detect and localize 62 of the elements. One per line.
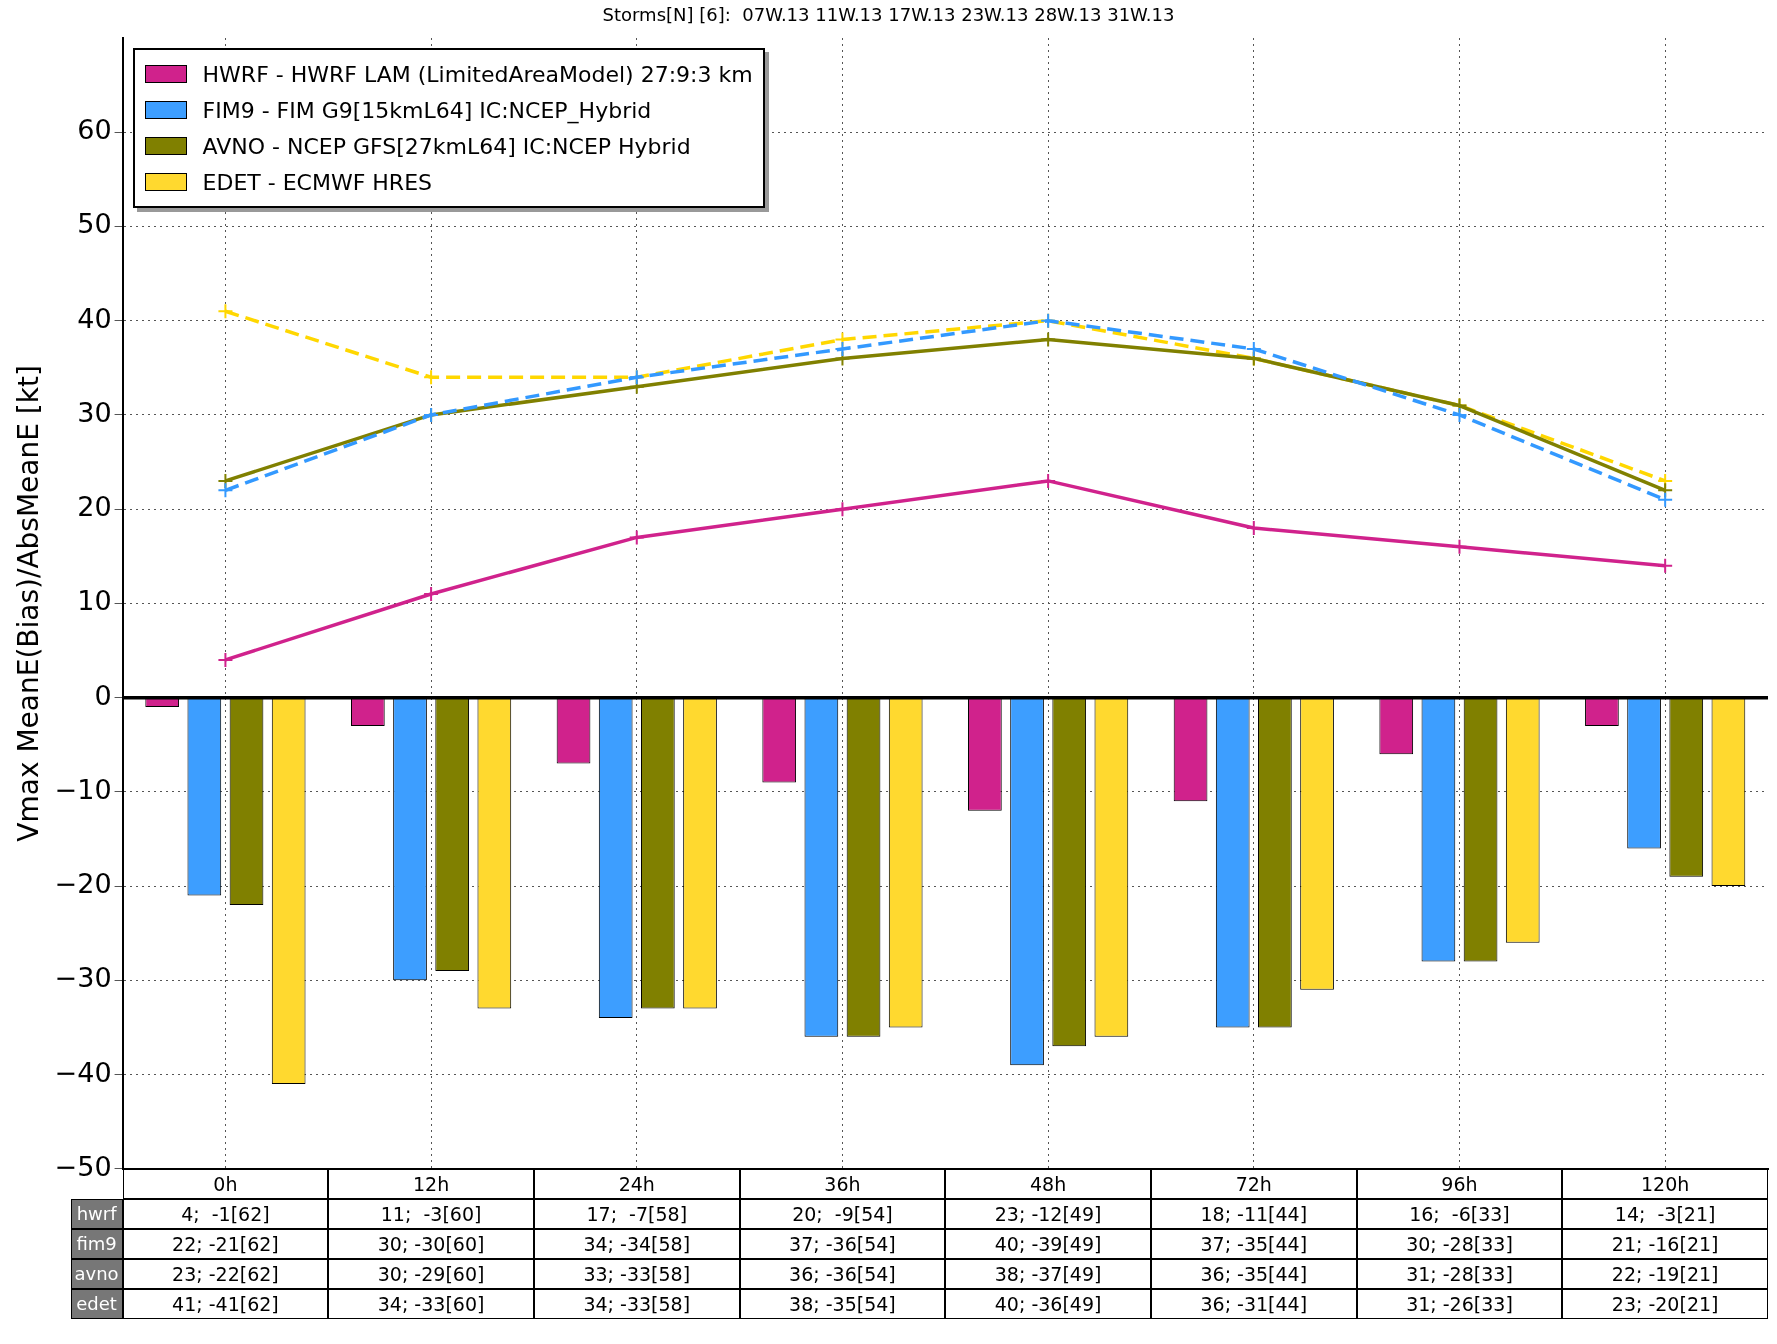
data-label: 40; -39[49] — [945, 1228, 1151, 1259]
y-tick-label: 60 — [77, 114, 112, 146]
data-label: 37; -35[44] — [1150, 1228, 1357, 1259]
legend-label: HWRF - HWRF LAM (LimitedAreaModel) 27:9:3 km — [202, 61, 753, 87]
y-tick-label: −20 — [54, 868, 112, 900]
data-label: 16; -6[33] — [1356, 1198, 1563, 1229]
y-tick-label: −30 — [54, 962, 112, 994]
data-label: 34; -33[58] — [533, 1288, 740, 1319]
data-label: 11; -3[60] — [328, 1198, 534, 1229]
data-label: 31; -26[33] — [1356, 1288, 1563, 1319]
y-tick-label: 0 — [94, 679, 112, 711]
y-tick-label: 30 — [77, 396, 112, 428]
data-label: 34; -33[60] — [328, 1288, 534, 1319]
y-tick-label: 10 — [77, 585, 112, 617]
data-label: 37; -36[54] — [739, 1228, 946, 1259]
data-label: 23; -22[62] — [122, 1258, 329, 1289]
y-tick-label: −50 — [54, 1150, 112, 1182]
y-tick-label: 50 — [77, 208, 112, 240]
data-label: 30; -30[60] — [328, 1228, 534, 1259]
data-label: 31; -28[33] — [1356, 1258, 1563, 1289]
data-label: 41; -41[62] — [122, 1288, 329, 1319]
data-label: 33; -33[58] — [533, 1258, 740, 1289]
y-tick-label: −40 — [54, 1056, 112, 1088]
data-label: 18; -11[44] — [1150, 1198, 1357, 1229]
data-label: 38; -37[49] — [945, 1258, 1151, 1289]
data-label: 4; -1[62] — [122, 1198, 329, 1229]
data-label: 30; -28[33] — [1356, 1228, 1563, 1259]
x-tick-label: 12h — [328, 1168, 534, 1199]
data-label: 36; -35[44] — [1150, 1258, 1357, 1289]
data-label: 36; -36[54] — [739, 1258, 946, 1289]
x-tick-label: 24h — [533, 1168, 740, 1199]
text: fim9 — [70, 1228, 123, 1259]
text: edet — [70, 1288, 123, 1319]
data-label: 40; -36[49] — [945, 1288, 1151, 1319]
data-label: 23; -12[49] — [945, 1198, 1151, 1229]
legend-label: FIM9 - FIM G9[15kmL64] IC:NCEP_Hybrid — [202, 97, 652, 123]
y-tick-label: −10 — [54, 773, 112, 805]
data-label: 17; -7[58] — [533, 1198, 740, 1229]
data-label: 36; -31[44] — [1150, 1288, 1357, 1319]
x-tick-label: 48h — [945, 1168, 1151, 1199]
data-label: 34; -34[58] — [533, 1228, 740, 1259]
x-tick-label: 96h — [1356, 1168, 1563, 1199]
data-label: 22; -21[62] — [122, 1228, 329, 1259]
chart-title: Storms[N] [6]: 07W.13 11W.13 17W.13 23W.13 28W.13 31W.13 — [601, 4, 1176, 25]
data-label: 21; -16[21] — [1562, 1228, 1768, 1259]
legend-label: AVNO - NCEP GFS[27kmL64] IC:NCEP Hybrid — [202, 133, 691, 159]
x-tick-label: 0h — [122, 1168, 329, 1199]
text: hwrf — [70, 1198, 123, 1229]
x-tick-label: 36h — [739, 1168, 946, 1199]
data-label: 23; -20[21] — [1562, 1288, 1768, 1319]
y-tick-label: 20 — [77, 491, 112, 523]
text: avno — [70, 1258, 123, 1289]
y-axis-title: Vmax MeanE(Bias)/AbsMeanE [kt] — [12, 365, 46, 842]
data-label: 14; -3[21] — [1562, 1198, 1768, 1229]
data-label: 20; -9[54] — [739, 1198, 946, 1229]
y-tick-label: 40 — [77, 302, 112, 334]
x-tick-label: 72h — [1150, 1168, 1357, 1199]
legend-label: EDET - ECMWF HRES — [202, 169, 433, 195]
x-tick-label: 120h — [1562, 1168, 1768, 1199]
data-label: 30; -29[60] — [328, 1258, 534, 1289]
data-label: 22; -19[21] — [1562, 1258, 1768, 1289]
data-label: 38; -35[54] — [739, 1288, 946, 1319]
